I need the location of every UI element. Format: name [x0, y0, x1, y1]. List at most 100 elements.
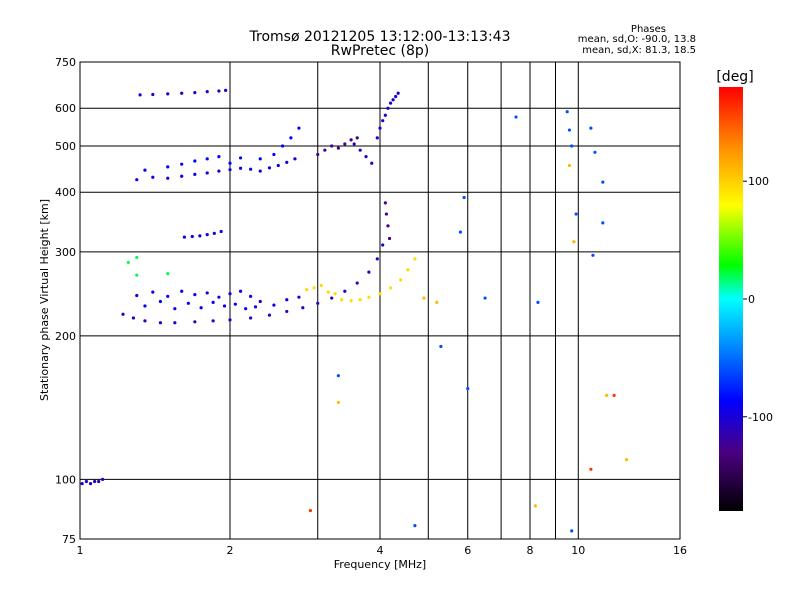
echo-point	[326, 290, 330, 294]
echo-point	[378, 292, 382, 296]
echo-point	[88, 481, 93, 486]
echo-point	[211, 300, 215, 305]
echo-point	[601, 180, 605, 184]
echo-point	[301, 306, 305, 310]
echo-point	[466, 387, 470, 391]
echo-point	[413, 524, 417, 528]
echo-point	[205, 232, 209, 237]
echo-point	[349, 299, 353, 303]
echo-point	[205, 171, 209, 175]
echo-point	[228, 318, 232, 322]
echo-point	[233, 302, 237, 306]
echo-point	[166, 92, 170, 96]
echo-point	[355, 281, 359, 285]
echo-point	[316, 301, 320, 305]
echo-point	[193, 159, 197, 163]
echo-point	[349, 138, 353, 142]
plot-frame	[79, 61, 681, 540]
echo-point	[336, 146, 340, 150]
x-tick-label: 6	[464, 544, 471, 557]
echo-point	[439, 344, 443, 349]
echo-point	[605, 393, 609, 398]
echo-point	[205, 157, 209, 161]
echo-point	[151, 92, 155, 97]
echo-point	[319, 283, 323, 288]
echo-point	[386, 224, 390, 228]
echo-point	[352, 142, 356, 146]
echo-point	[297, 295, 301, 299]
echo-point	[249, 316, 253, 320]
echo-point	[193, 91, 197, 95]
echo-point	[533, 504, 537, 508]
echo-point	[293, 157, 297, 161]
echo-point	[217, 155, 221, 159]
echo-point	[151, 175, 155, 179]
echo-point	[180, 174, 184, 178]
echo-point	[589, 467, 593, 471]
echo-point	[387, 236, 392, 241]
echo-point	[238, 166, 243, 170]
echo-point	[394, 94, 398, 99]
echo-point	[158, 321, 163, 325]
stats-o-mode: mean, sd,O: -90.0, 13.8	[578, 34, 696, 45]
x-tick-label: 8	[527, 544, 534, 557]
x-tick-label: 2	[227, 544, 234, 557]
echo-point	[364, 155, 368, 159]
echo-point	[238, 156, 243, 160]
echo-point	[567, 163, 572, 168]
echo-point	[483, 296, 487, 300]
echo-point	[244, 307, 248, 311]
echo-point	[212, 231, 216, 235]
x-tick-label: 4	[377, 544, 384, 557]
echo-point	[591, 253, 595, 257]
echo-point	[267, 166, 272, 170]
echo-point	[193, 293, 197, 297]
colorbar-label: [deg]	[716, 69, 753, 85]
echo-point	[570, 144, 574, 148]
echo-point	[624, 458, 629, 462]
echo-point	[388, 101, 393, 105]
y-tick-label: 600	[55, 102, 76, 115]
echo-point	[217, 295, 221, 299]
echo-point	[330, 144, 334, 148]
echo-point	[258, 299, 262, 304]
echo-point	[276, 163, 280, 168]
echo-point	[182, 235, 186, 239]
echo-point	[173, 321, 177, 325]
echo-point	[336, 400, 340, 405]
echo-point	[378, 126, 382, 130]
echo-point	[383, 113, 387, 117]
echo-point	[422, 296, 426, 300]
echo-point	[173, 307, 177, 311]
y-tick-label: 400	[55, 186, 76, 199]
echo-point	[316, 152, 320, 157]
echo-point	[84, 479, 88, 484]
echo-point	[381, 243, 385, 247]
echo-point	[138, 93, 142, 97]
echo-point	[367, 270, 371, 274]
echo-point	[323, 148, 327, 152]
echo-point	[253, 305, 258, 309]
x-tick-label: 1	[77, 544, 84, 557]
echo-point	[238, 289, 243, 293]
echo-point	[358, 148, 362, 152]
echo-point	[97, 479, 101, 484]
chart-subtitle: RwPretec (8p)	[331, 43, 429, 59]
echo-point	[375, 257, 379, 261]
echo-point	[297, 126, 301, 130]
echo-point	[601, 221, 605, 225]
echo-point	[166, 294, 170, 298]
echo-point	[219, 229, 223, 234]
echo-point	[249, 294, 253, 298]
echo-point	[143, 319, 147, 323]
echo-point	[280, 144, 285, 148]
echo-point	[458, 230, 463, 234]
echo-point	[383, 201, 387, 205]
echo-point	[333, 292, 337, 296]
echo-point	[381, 119, 385, 123]
echo-point	[612, 393, 616, 398]
echo-point	[340, 298, 344, 302]
echo-point	[386, 106, 390, 110]
echo-point	[180, 91, 184, 95]
